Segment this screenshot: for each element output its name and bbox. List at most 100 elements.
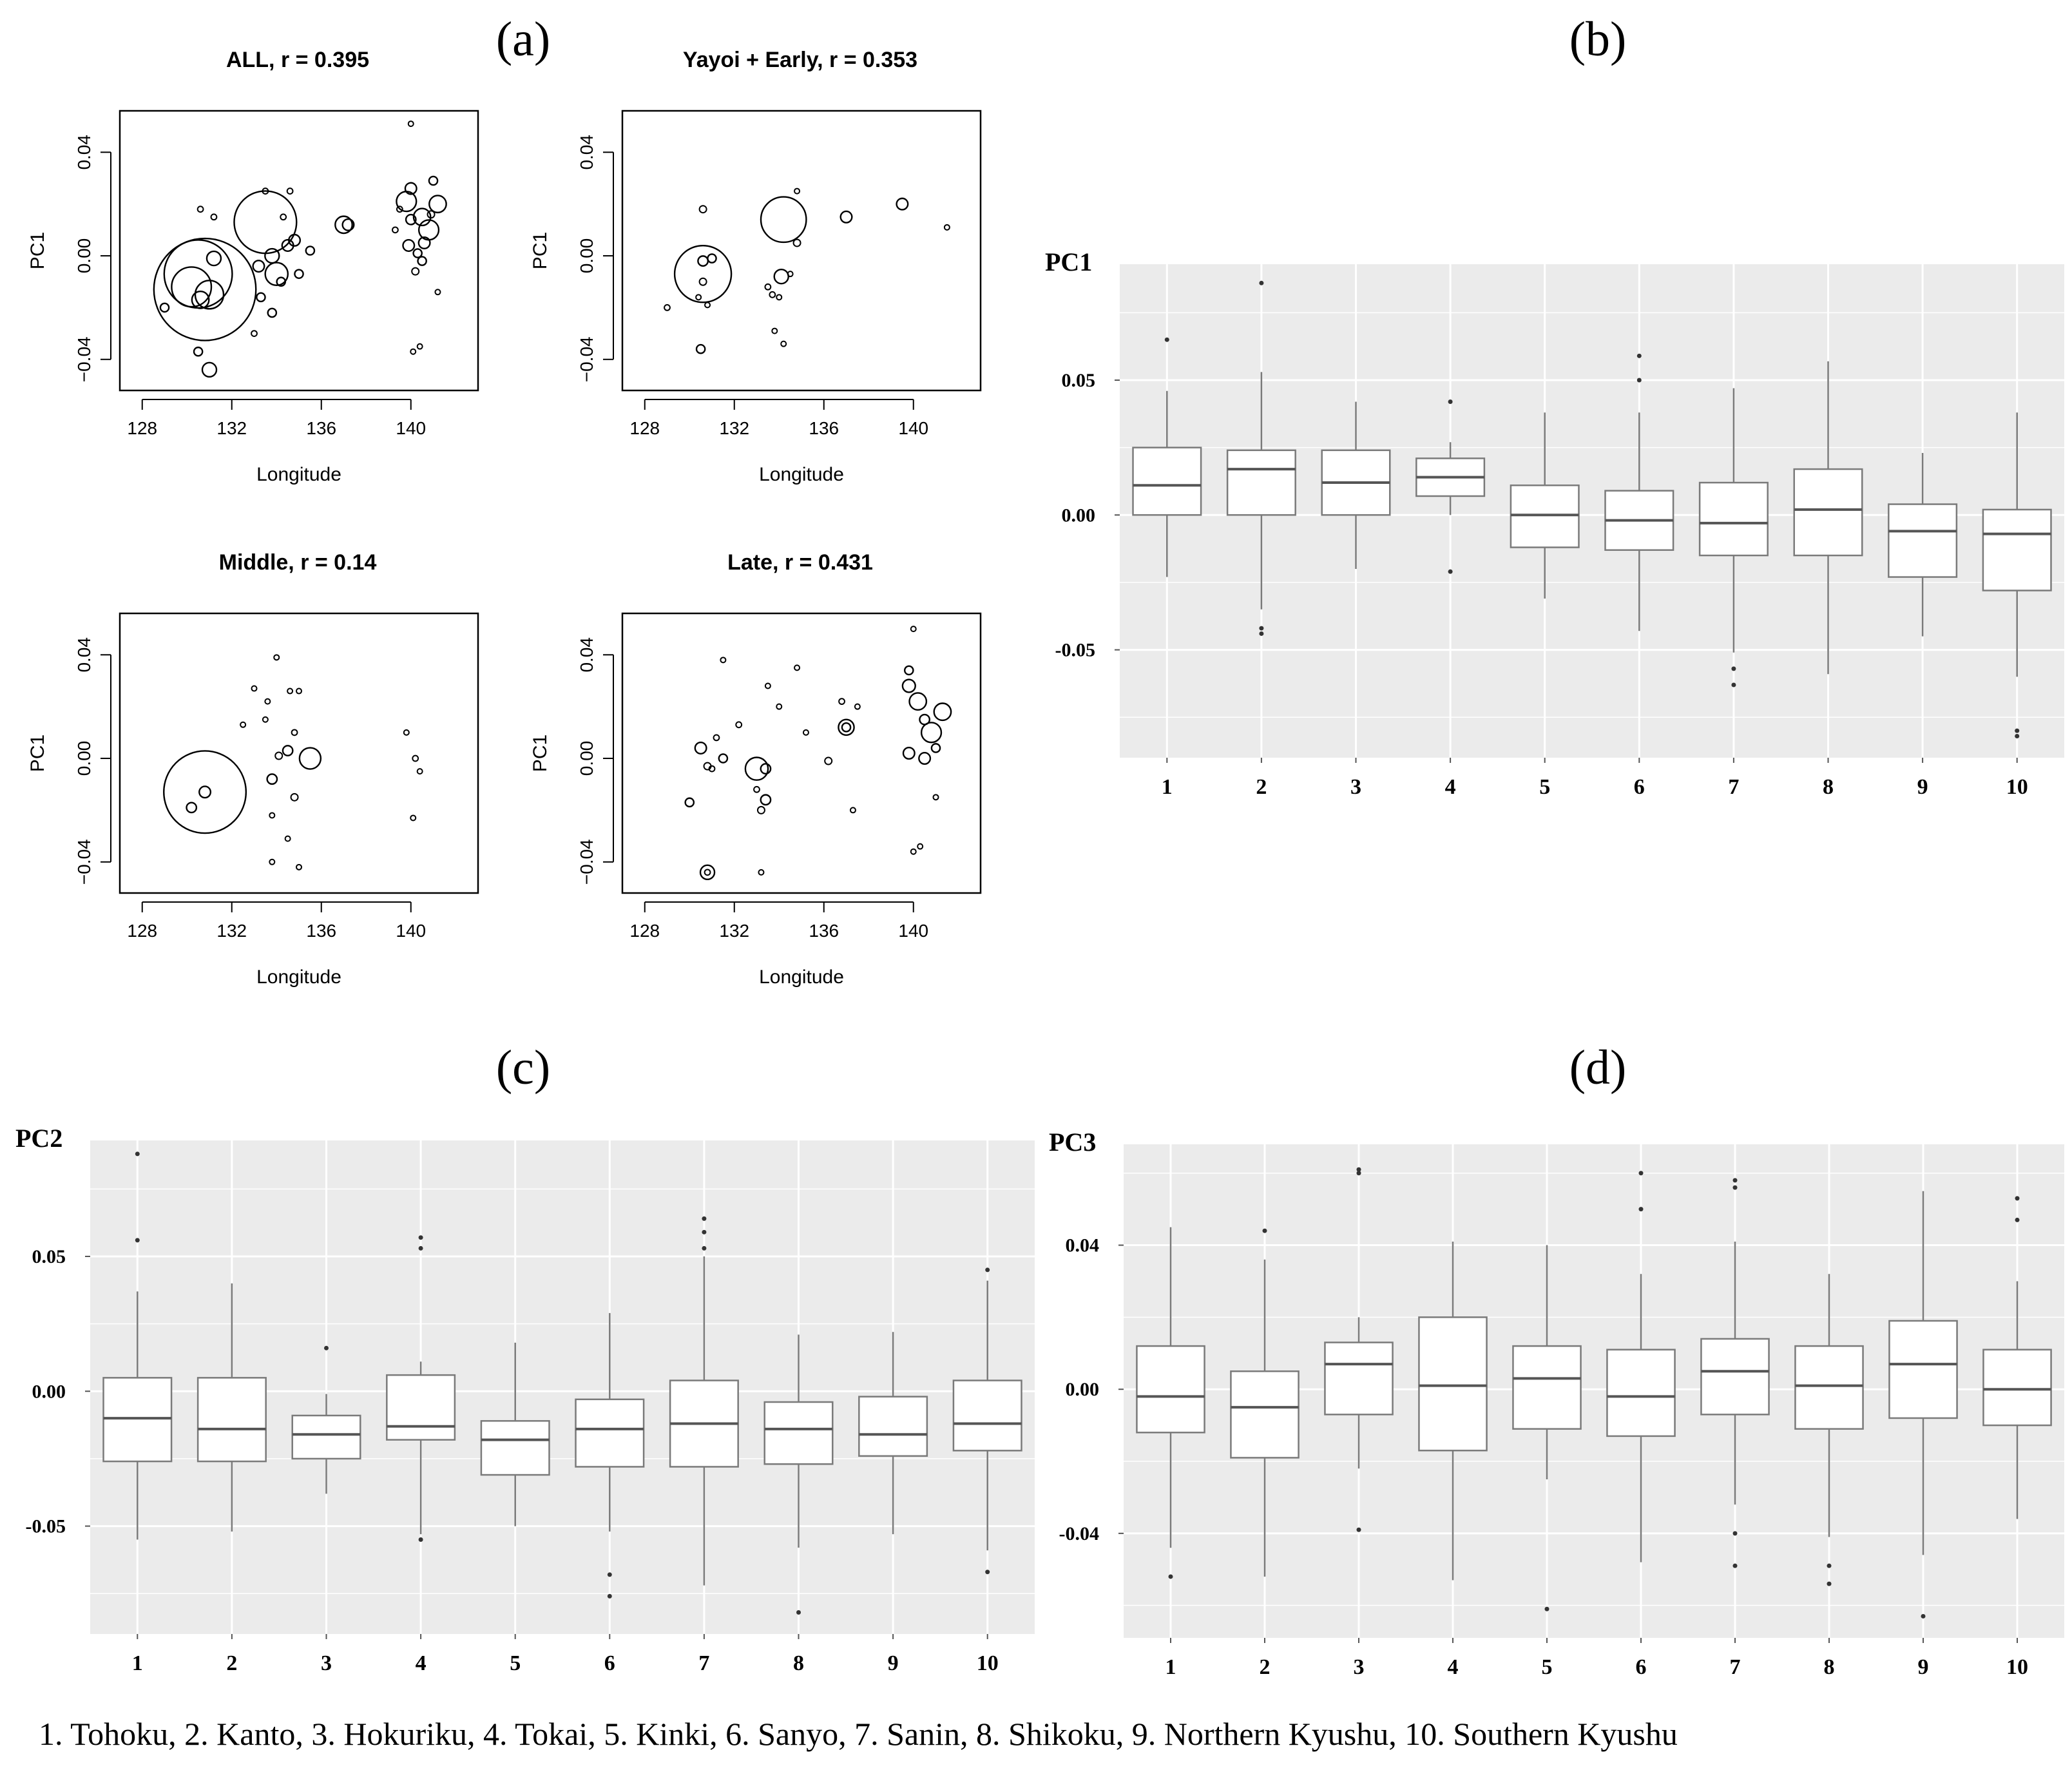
x-tick-label: 10 [977,1651,999,1675]
data-point [262,187,269,195]
outlier-point [1638,1171,1644,1176]
data-point [824,756,833,765]
panel-label-d: (d) [1569,1041,1627,1095]
data-point [191,290,210,309]
chart-title: ALL, r = 0.395 [226,48,369,72]
y-axis-label: PC3 [1049,1128,1096,1157]
x-axis-label: Longitude [759,966,844,988]
x-tick-label: 6 [1634,775,1645,799]
y-tick-label: -0.05 [26,1516,66,1537]
x-tick-label: 128 [629,418,660,438]
data-point [392,226,399,234]
y-tick-label: 0.00 [577,741,597,776]
outlier-point [1827,1581,1832,1586]
x-tick-label: 1 [1162,775,1173,799]
data-point [417,256,427,266]
y-tick-label: 0.04 [577,637,597,673]
data-point [416,768,423,775]
x-tick-label: 9 [888,1651,899,1675]
data-point [794,187,801,195]
data-point [252,260,265,273]
data-point [943,224,950,231]
data-point [756,805,765,814]
data-points [153,120,447,378]
outlier-point [418,1537,423,1542]
data-point [269,858,276,865]
outlier-point [1259,631,1264,636]
data-point [673,244,733,303]
x-axis-label: Longitude [256,464,341,485]
data-point [698,205,707,214]
data-point [404,182,417,195]
data-point [294,269,304,279]
y-tick-label: −0.04 [74,839,94,885]
x-tick-label: 140 [898,418,928,438]
x-tick-label: 7 [1730,1655,1741,1679]
data-point [664,304,671,311]
data-point [718,753,729,764]
x-tick-label: 4 [416,1651,427,1675]
x-tick-label: 128 [127,921,157,941]
outlier-point [418,1245,423,1251]
data-point [274,751,283,760]
data-point [286,187,294,195]
data-point [758,869,765,876]
data-point [694,741,707,754]
data-point [296,687,302,695]
data-point [901,678,916,693]
outlier-point [324,1345,329,1350]
outlier-point [2015,734,2020,739]
outlier-point [1168,1574,1173,1579]
data-point [780,340,787,347]
x-tick-label: 8 [793,1651,804,1675]
outlier-point [1732,1563,1738,1568]
outlier-point [1636,353,1642,358]
outlier-point [796,1610,801,1615]
y-tick-label: −0.04 [74,336,94,382]
data-point [256,292,266,303]
data-point [273,654,280,661]
boxplot-pc3: 0.04 0.00 -0.04 1 2 3 4 5 6 7 8 9 10 PC3 [1049,1128,2064,1679]
box-iqr [1510,484,1580,548]
y-tick-label: 0.05 [32,1246,66,1267]
data-point [910,626,917,633]
data-point [412,207,432,227]
y-axis-label: PC1 [530,232,551,269]
box-iqr [1698,481,1769,557]
x-tick-label: 6 [1636,1655,1647,1679]
data-point [280,213,287,221]
y-tick-label: 0.00 [1066,1379,1100,1400]
data-point [908,692,928,711]
x-tick-label: 136 [306,921,336,941]
outlier-point [1259,280,1264,285]
x-tick-label: 7 [698,1651,709,1675]
panel-label-a: (a) [496,12,550,66]
outlier-point [135,1151,140,1157]
outlier-point [1356,1171,1361,1176]
data-point [787,271,794,278]
data-point [412,248,423,258]
y-tick-label: 0.00 [32,1381,66,1402]
data-point [695,294,702,301]
data-point [744,756,769,781]
outlier-point [1731,682,1736,687]
data-point [264,262,289,286]
data-point [410,348,417,355]
x-tick-label: 10 [2006,1655,2028,1679]
data-point [764,283,772,291]
x-tick-label: 136 [809,921,839,941]
data-point [841,722,852,733]
box-iqr [1888,503,1958,578]
data-point [276,276,287,287]
box-iqr [1606,1349,1676,1437]
data-point [197,206,204,213]
outlier-point [135,1238,140,1243]
chart-title: Yayoi + Early, r = 0.353 [683,48,917,72]
data-point [171,266,213,308]
y-axis-label: PC1 [1045,247,1092,276]
data-point [753,785,760,793]
outlier-point [702,1216,707,1221]
data-point [707,253,717,264]
region-legend: 1. Tohoku, 2. Kanto, 3. Hokuriku, 4. Tok… [39,1716,1678,1752]
